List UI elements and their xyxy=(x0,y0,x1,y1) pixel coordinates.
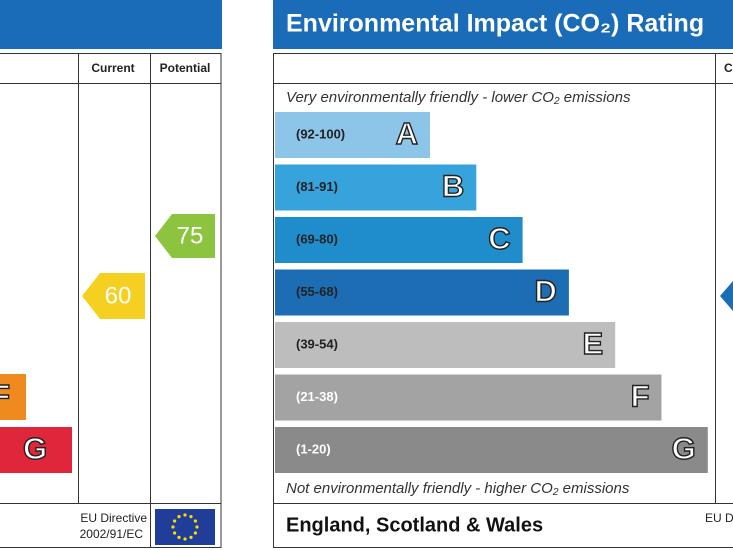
flag-star xyxy=(177,515,181,519)
current-arrow xyxy=(720,281,733,311)
right-header xyxy=(273,0,733,49)
band-bar xyxy=(275,322,616,368)
current-value: 60 xyxy=(105,282,132,309)
region: England, Scotland & Wales xyxy=(286,514,543,536)
eu-code: 2002/91/EC xyxy=(80,527,144,541)
potential-arrow xyxy=(155,214,215,258)
band-letter: D xyxy=(535,274,557,309)
band-range: (92-100) xyxy=(296,126,345,141)
band-range: (55-68) xyxy=(296,284,338,299)
band-range: (69-80) xyxy=(296,231,338,246)
flag-star xyxy=(193,531,197,535)
flag-star xyxy=(193,519,197,523)
left-header xyxy=(0,0,222,49)
current-arrow xyxy=(82,273,145,319)
band-f xyxy=(0,374,26,420)
column-header: Current xyxy=(91,61,134,75)
band-range: (1-20) xyxy=(296,441,331,456)
flag-star xyxy=(177,535,181,539)
band-letter: F xyxy=(0,378,10,413)
flag-star xyxy=(173,519,177,523)
bands: (92-100) A (81-91) B (69-80) C (55-68) D (39-54)… xyxy=(275,112,708,473)
flag-star xyxy=(171,525,175,529)
band-bar xyxy=(275,217,523,263)
potential-value: 75 xyxy=(177,222,204,249)
band-g xyxy=(0,427,72,473)
band-bar xyxy=(275,427,708,473)
band-letter: F xyxy=(631,379,650,414)
flag-star xyxy=(195,525,199,529)
band-range: (21-38) xyxy=(296,389,338,404)
band-bar xyxy=(275,269,569,316)
band-bar xyxy=(275,112,430,158)
band-bar xyxy=(275,164,477,211)
flag-star xyxy=(189,515,193,519)
right-title: Environmental Impact (CO₂) Rating xyxy=(286,10,704,38)
flag-star xyxy=(189,535,193,539)
band-letter: E xyxy=(583,326,604,361)
eu-directive: EU Directive xyxy=(705,511,733,525)
band-letter: G xyxy=(23,431,47,466)
band-bar xyxy=(275,374,662,421)
band-letter: C xyxy=(488,221,510,256)
band-letter: A xyxy=(396,116,418,151)
eu-directive: EU Directive xyxy=(80,511,147,525)
bottom-note: Not environmentally friendly - higher CO… xyxy=(286,480,630,497)
band-letter: G xyxy=(672,431,696,466)
band-range: (39-54) xyxy=(296,336,338,351)
flag-star xyxy=(183,513,187,517)
band-letter: B xyxy=(442,169,464,204)
flag-star xyxy=(173,531,177,535)
flag-star xyxy=(183,537,187,541)
column-header: Current xyxy=(724,61,733,75)
top-note: Very environmentally friendly - lower CO… xyxy=(286,89,631,106)
column-header: Potential xyxy=(160,61,211,75)
eu-flag xyxy=(155,509,215,545)
band-range: (81-91) xyxy=(296,179,338,194)
